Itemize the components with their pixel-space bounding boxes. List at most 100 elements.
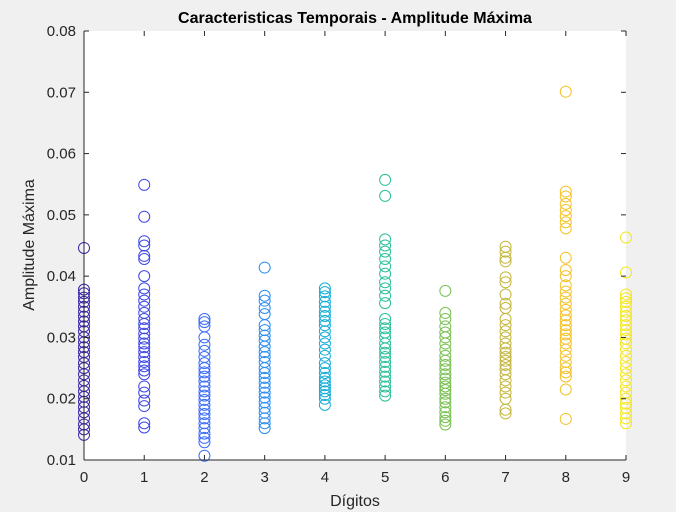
data-point: [318, 389, 331, 402]
data-point: [499, 403, 512, 416]
data-point: [559, 314, 572, 327]
data-point: [258, 422, 271, 435]
data-point: [439, 392, 452, 405]
data-point: [379, 239, 392, 252]
data-point: [439, 406, 452, 419]
data-point: [620, 295, 632, 308]
x-tick-label: 8: [562, 469, 570, 486]
data-point: [318, 357, 331, 370]
data-point: [620, 362, 632, 375]
data-point: [559, 210, 572, 223]
y-tick-label: 0.02: [47, 391, 76, 408]
data-point: [138, 327, 151, 340]
data-point: [138, 249, 151, 262]
data-point: [198, 370, 211, 383]
y-tick-label: 0.07: [47, 84, 76, 101]
data-point: [138, 239, 151, 252]
data-point: [198, 338, 211, 351]
data-point: [258, 386, 271, 399]
data-point: [559, 337, 572, 350]
x-tick-label: 9: [622, 469, 630, 486]
data-point: [620, 401, 632, 414]
data-point: [318, 325, 331, 338]
data-point: [318, 398, 331, 411]
data-point: [559, 303, 572, 316]
data-point: [198, 412, 211, 425]
y-tick-label: 0.04: [47, 268, 76, 285]
data-point: [439, 372, 452, 385]
data-point: [559, 279, 572, 292]
data-point: [258, 334, 271, 347]
data-point: [559, 319, 572, 332]
x-tick-label: 2: [200, 469, 208, 486]
data-point: [620, 407, 632, 420]
data-point: [318, 314, 331, 327]
data-point: [258, 362, 271, 375]
data-point: [138, 400, 151, 413]
data-point: [258, 302, 271, 315]
data-point: [559, 197, 572, 210]
axes-background: [84, 31, 626, 460]
data-point: [379, 252, 392, 265]
data-point: [379, 355, 392, 368]
data-point: [379, 322, 392, 335]
data-point: [620, 397, 632, 410]
data-point: [499, 255, 512, 268]
data-point: [318, 300, 331, 313]
data-point: [198, 408, 211, 421]
data-point: [198, 313, 211, 326]
data-point: [318, 286, 331, 299]
data-point: [198, 436, 211, 449]
data-point: [379, 317, 392, 330]
data-point: [318, 343, 331, 356]
data-point: [258, 366, 271, 379]
data-point: [318, 282, 331, 295]
data-point: [318, 337, 331, 350]
data-point: [620, 392, 632, 405]
data-point: [379, 233, 392, 246]
data-point: [379, 342, 392, 355]
data-point: [499, 407, 512, 420]
data-point: [620, 343, 632, 356]
data-point: [620, 231, 632, 244]
data-point: [499, 319, 512, 332]
chart-title: Caracteristicas Temporais - Amplitude Má…: [178, 10, 532, 27]
y-tick-label: 0.08: [47, 23, 76, 40]
data-point: [559, 362, 572, 375]
data-point: [318, 349, 331, 362]
data-point: [499, 245, 512, 258]
data-point: [138, 337, 151, 350]
data-point: [439, 387, 452, 400]
data-point: [439, 401, 452, 414]
data-point: [559, 190, 572, 203]
data-point: [559, 355, 572, 368]
data-point: [620, 328, 632, 341]
data-point: [620, 355, 632, 368]
data-point: [499, 271, 512, 284]
data-point: [138, 282, 151, 295]
data-point: [318, 392, 331, 405]
data-point: [439, 380, 452, 393]
data-point: [198, 380, 211, 393]
data-point: [499, 313, 512, 326]
data-point: [379, 173, 392, 186]
data-point: [138, 380, 151, 393]
data-point: [559, 222, 572, 235]
data-point: [138, 288, 151, 301]
data-point: [198, 403, 211, 416]
data-point: [379, 267, 392, 280]
data-point: [559, 383, 572, 396]
data-point: [198, 344, 211, 357]
data-point: [138, 360, 151, 373]
y-ticks: 0.01 0.02 0.03 0.04 0.05 0.06 0.07 0.08: [47, 23, 626, 469]
data-point: [138, 313, 151, 326]
data-point: [138, 368, 151, 381]
data-point: [138, 386, 151, 399]
data-point: [258, 396, 271, 409]
data-point: [499, 342, 512, 355]
data-point: [379, 389, 392, 402]
data-point: [318, 309, 331, 322]
data-point: [439, 363, 452, 376]
data-point: [499, 251, 512, 264]
